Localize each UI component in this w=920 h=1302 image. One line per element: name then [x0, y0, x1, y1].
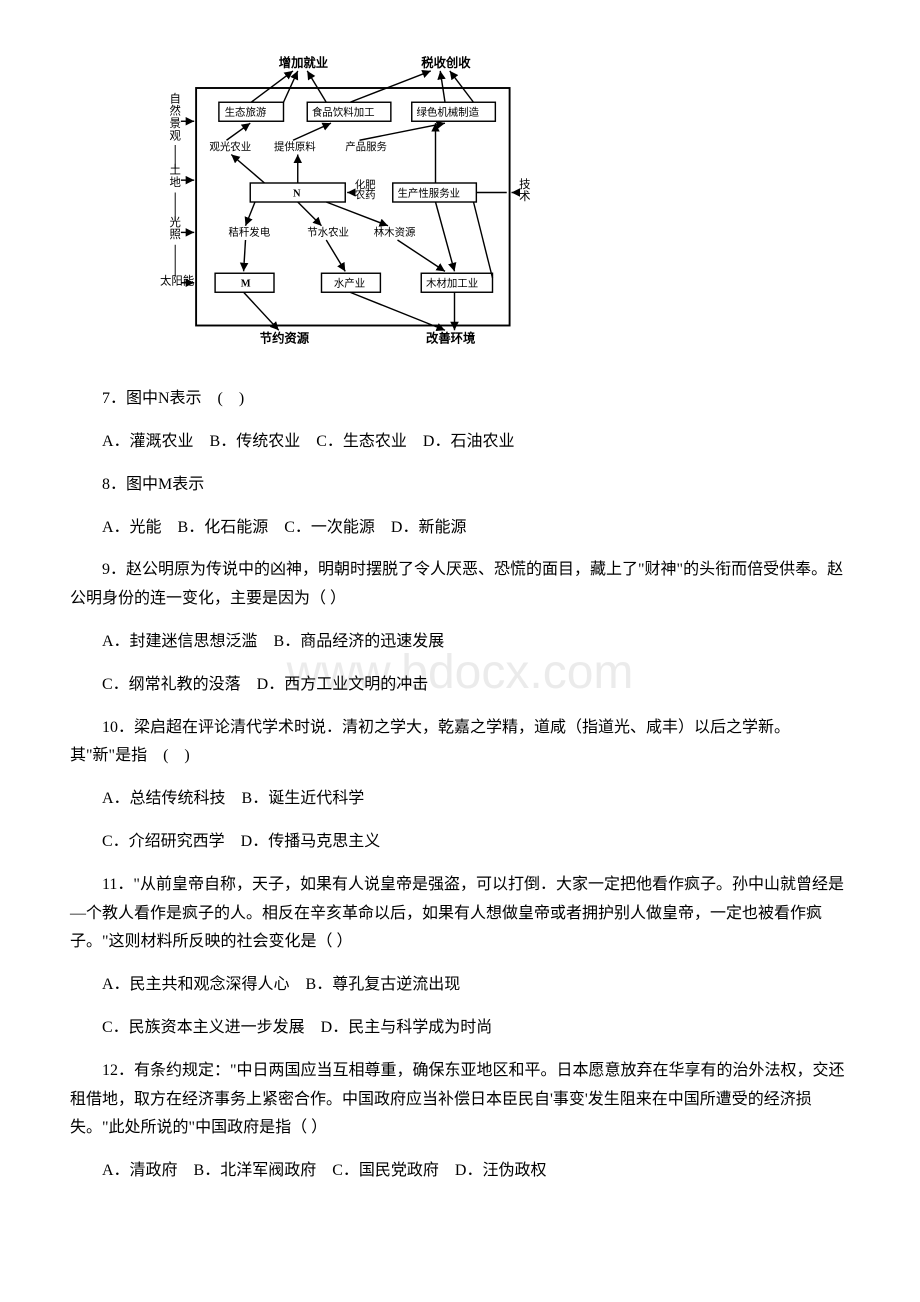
svg-text:食品饮料加工: 食品饮料加工	[312, 106, 375, 119]
question-7: 7．图中N表示 ( )	[70, 385, 850, 414]
question-11: 11．"从前皇帝自称，天子，如果有人说皇帝是强盗，可以打倒．大家一定把他看作疯子…	[70, 871, 850, 957]
question-10-options-b: C．介绍研究西学 D．传播马克思主义	[70, 828, 850, 857]
svg-text:绿色机械制造: 绿色机械制造	[417, 106, 480, 119]
svg-text:自然景观: 自然景观	[170, 92, 182, 142]
svg-text:水产业: 水产业	[334, 277, 365, 290]
svg-text:林木资源: 林木资源	[374, 225, 416, 238]
svg-text:生产性服务业: 生产性服务业	[398, 186, 461, 199]
svg-text:增加就业: 增加就业	[279, 55, 328, 70]
question-12: 12．有条约规定："中日两国应当互相尊重，确保东亚地区和平。日本愿意放弃在华享有…	[70, 1057, 850, 1143]
page-content: 增加就业 税收创收 节约资源 改善环境 自然景观 土地 光照 太阳能 技术 生态…	[70, 50, 850, 1186]
svg-text:产品服务: 产品服务	[345, 140, 387, 153]
svg-text:提供原料: 提供原料	[274, 140, 316, 153]
svg-text:节水农业: 节水农业	[307, 225, 349, 238]
question-9-options-b: C．纲常礼教的没落 D．西方工业文明的冲击	[70, 671, 850, 700]
svg-text:税收创收: 税收创收	[421, 55, 471, 70]
question-10-options-a: A．总结传统科技 B．诞生近代科学	[70, 785, 850, 814]
svg-text:改善环境: 改善环境	[426, 331, 476, 345]
question-11-options-b: C．民族资本主义进一步发展 D．民主与科学成为时尚	[70, 1014, 850, 1043]
svg-text:M: M	[241, 279, 251, 290]
svg-text:太阳能: 太阳能	[160, 274, 194, 288]
circular-economy-diagram: 增加就业 税收创收 节约资源 改善环境 自然景观 土地 光照 太阳能 技术 生态…	[160, 50, 540, 355]
question-8-options: A．光能 B．化石能源 C．一次能源 D．新能源	[70, 514, 850, 543]
diagram-svg: 增加就业 税收创收 节约资源 改善环境 自然景观 土地 光照 太阳能 技术 生态…	[160, 50, 540, 345]
svg-text:观光农业: 观光农业	[209, 140, 251, 153]
question-8: 8．图中M表示	[70, 471, 850, 500]
question-12-options: A．清政府 B．北洋军阀政府 C．国民党政府 D．汪伪政权	[70, 1157, 850, 1186]
question-10: 10．梁启超在评论清代学术时说．清初之学大，乾嘉之学精，道咸（指道光、咸丰）以后…	[70, 714, 850, 772]
question-9-options-a: A．封建迷信思想泛滥 B．商品经济的迅速发展	[70, 628, 850, 657]
svg-text:木材加工业: 木材加工业	[426, 277, 478, 290]
svg-text:N: N	[293, 188, 301, 199]
svg-text:秸秆发电: 秸秆发电	[228, 225, 270, 238]
svg-text:生态旅游: 生态旅游	[225, 106, 267, 119]
svg-text:节约资源: 节约资源	[260, 331, 310, 345]
svg-text:技术: 技术	[519, 178, 530, 203]
svg-text:化肥农药: 化肥农药	[355, 178, 376, 201]
question-9: 9．赵公明原为传说中的凶神，明朝时摆脱了令人厌恶、恐慌的面目，藏上了"财神"的头…	[70, 556, 850, 614]
question-11-options-a: A．民主共和观念深得人心 B．尊孔复古逆流出现	[70, 971, 850, 1000]
question-7-options: A．灌溉农业 B．传统农业 C．生态农业 D．石油农业	[70, 428, 850, 457]
